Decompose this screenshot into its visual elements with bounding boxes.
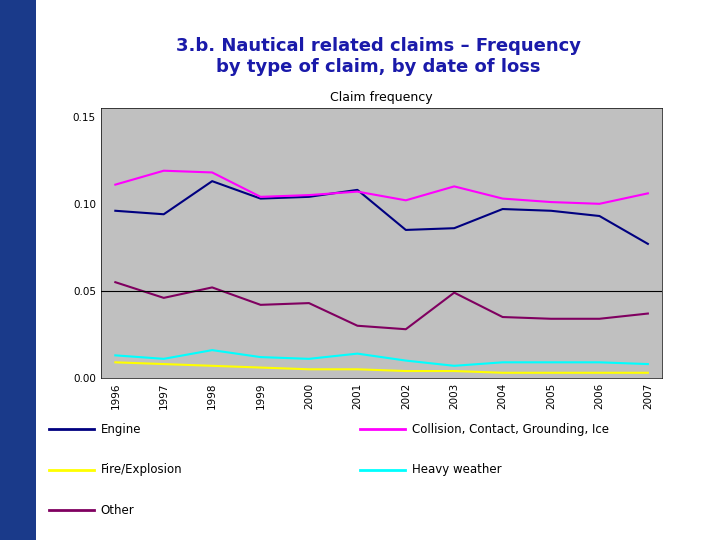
Text: Fire/Explosion: Fire/Explosion [101,463,182,476]
Text: 3.b. Nautical related claims – Frequency
by type of claim, by date of loss: 3.b. Nautical related claims – Frequency… [176,37,580,76]
Title: Claim frequency: Claim frequency [330,91,433,104]
Text: Collision, Contact, Grounding, Ice: Collision, Contact, Grounding, Ice [412,423,609,436]
Text: Other: Other [101,504,135,517]
Text: Heavy weather: Heavy weather [412,463,501,476]
Text: Engine: Engine [101,423,141,436]
